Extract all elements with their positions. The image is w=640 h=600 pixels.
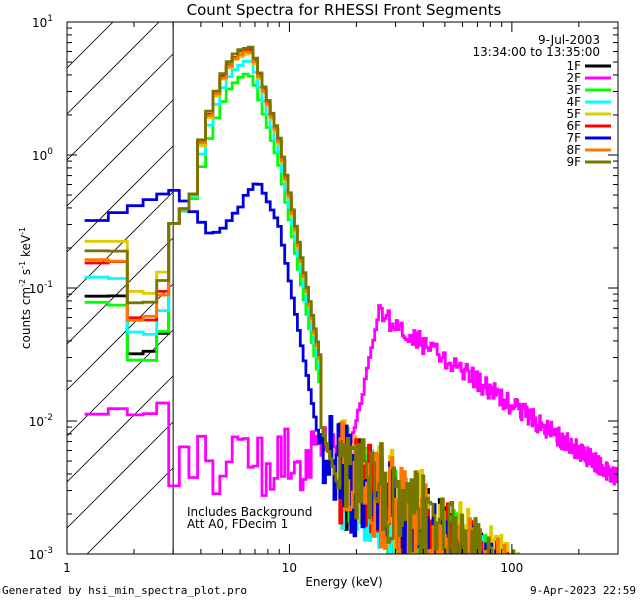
chart-title: Count Spectra for RHESSI Front Segments xyxy=(187,1,502,19)
legend-label-6F: 6F xyxy=(566,119,581,133)
y-tick-label: 101 xyxy=(32,14,53,30)
x-tick-label: 10 xyxy=(282,561,297,575)
footer-timestamp: 9-Apr-2023 22:59 xyxy=(530,584,636,597)
annotation-attenuator: Att A0, FDecim 1 xyxy=(187,517,288,531)
axis-ticks xyxy=(66,21,619,555)
footer-generated: Generated by hsi_min_spectra_plot.pro xyxy=(2,584,247,597)
legend-label-7F: 7F xyxy=(566,131,581,145)
y-tick-labels: 101 100 10-1 10-2 10-3 xyxy=(29,14,54,562)
annotation-background: Includes Background xyxy=(187,505,312,519)
time-range-label: 13:34:00 to 13:35:00 xyxy=(473,45,600,59)
legend-label-4F: 4F xyxy=(566,95,581,109)
x-axis-label: Energy (keV) xyxy=(305,575,382,589)
x-tick-label: 1 xyxy=(63,561,71,575)
series-8F xyxy=(84,50,507,554)
y-tick-label: 10-1 xyxy=(29,280,53,296)
series-group xyxy=(84,45,618,554)
legend-label-3F: 3F xyxy=(566,83,581,97)
hatch-lines xyxy=(67,22,174,554)
legend-label-1F: 1F xyxy=(566,59,581,73)
y-tick-label: 10-2 xyxy=(29,413,53,429)
series-2F xyxy=(84,304,618,497)
legend-label-2F: 2F xyxy=(566,71,581,85)
x-tick-label: 100 xyxy=(500,561,523,575)
hatched-region xyxy=(67,22,174,554)
series-7F xyxy=(84,182,498,554)
y-tick-label: 10-3 xyxy=(29,546,53,562)
series-9F xyxy=(84,45,516,554)
x-tick-labels: 1 10 100 xyxy=(63,561,523,575)
y-axis-label: counts cm-2 s-1 keV-1 xyxy=(18,227,33,349)
legend-label-5F: 5F xyxy=(566,107,581,121)
legend-label-9F: 9F xyxy=(566,155,581,169)
date-label: 9-Jul-2003 xyxy=(538,33,600,47)
legend-label-8F: 8F xyxy=(566,143,581,157)
y-tick-label: 100 xyxy=(32,147,53,163)
